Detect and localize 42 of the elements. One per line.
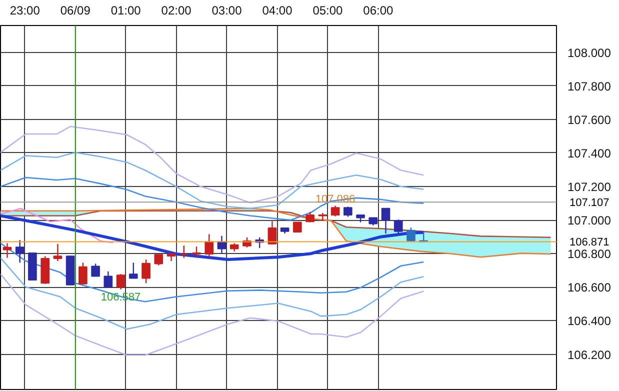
x-tick-label: 03:00 [212,4,242,18]
candlestick [91,263,100,277]
y-tick-label: 108.000 [568,46,612,60]
x-tick-label: 06:00 [363,4,394,18]
x-tick-label: 02:00 [161,4,192,18]
candlestick [293,222,302,232]
candlestick [343,206,352,218]
candlestick [128,262,138,279]
candlestick [2,242,12,258]
y-tick-label: 106.400 [568,314,612,328]
candlestick [78,262,88,286]
candlestick [15,239,24,264]
x-tick-label: 05:00 [312,4,344,18]
candlestick [192,246,201,258]
candlestick [142,258,150,284]
candlestick [330,205,340,217]
candlestick [268,220,277,246]
y-tick-label: 106.200 [568,348,612,362]
y-tick-label: 106.600 [568,280,612,295]
candlestick [217,235,226,254]
candlestick [306,211,314,223]
candlestick [53,243,62,262]
candlestick [154,254,164,266]
x-tick-label: 06/09 [60,4,91,18]
candlestick [116,273,126,290]
candlestick [406,227,416,242]
ref-line-label: 106.871 [570,236,610,249]
y-tick-label: 107.400 [568,146,612,160]
ref-line-label: 107.107 [570,197,610,210]
candlestick [104,270,113,288]
candlestick [204,234,214,258]
x-tick-label: 01:00 [110,4,142,18]
candlestick [394,218,403,234]
candlestick [318,212,328,222]
y-tick-label: 107.000 [568,214,612,228]
candlestick [381,208,390,234]
x-tick-label: 04:00 [262,4,293,18]
y-tick-label: 107.200 [568,180,612,194]
y-tick-label: 106.800 [568,247,612,262]
y-tick-label: 107.600 [568,112,612,127]
y-tick-label: 107.800 [568,79,612,94]
x-tick-label: 23:00 [10,4,40,18]
